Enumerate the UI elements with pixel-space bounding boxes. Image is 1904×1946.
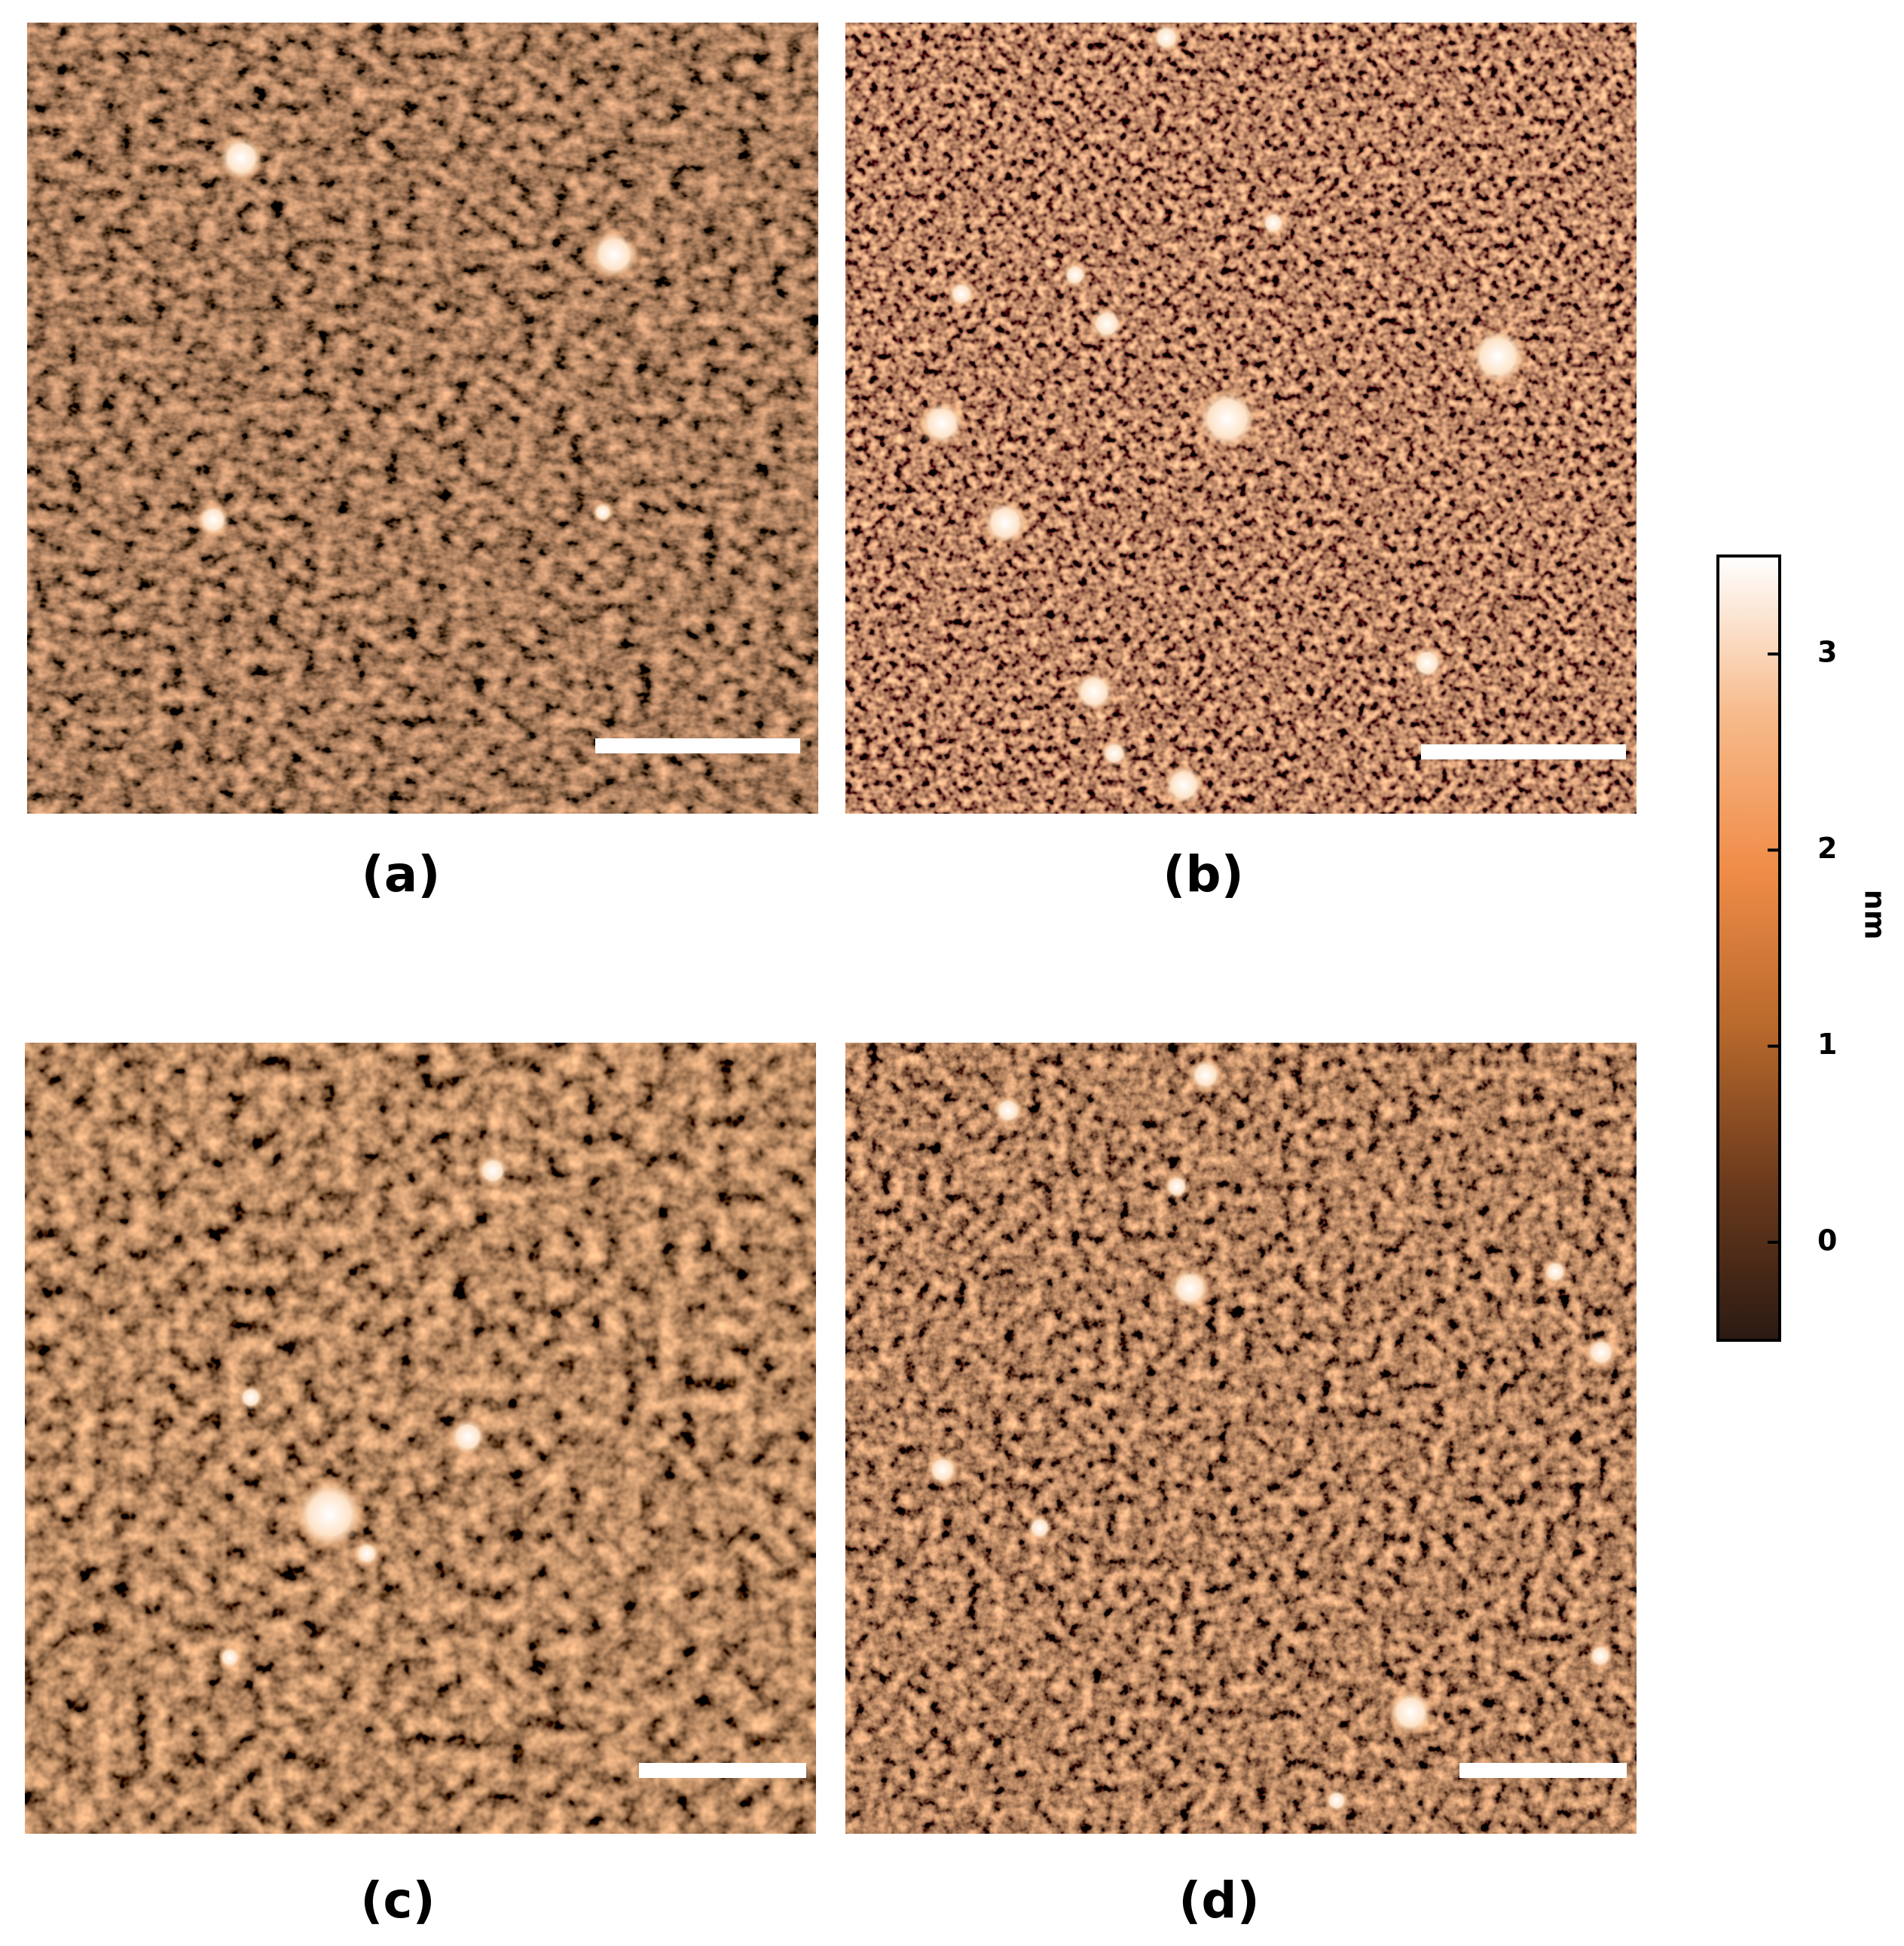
- scale-bar: [639, 1763, 806, 1778]
- panel-label: (b): [1163, 845, 1244, 903]
- colorbar-tick-label: 1: [1817, 1028, 1837, 1061]
- colorbar: [1716, 554, 1781, 1342]
- particle: [1542, 1258, 1569, 1285]
- colorbar-tick-label: 2: [1817, 832, 1837, 865]
- panels: [25, 22, 1637, 1834]
- particle: [980, 498, 1030, 548]
- panel-label: (c): [360, 1871, 435, 1929]
- particle: [195, 502, 231, 538]
- particle: [1584, 1335, 1618, 1370]
- particle: [1026, 1514, 1053, 1541]
- panel-label: (a): [362, 845, 441, 903]
- particle: [946, 279, 976, 309]
- colorbar-label: nm: [1859, 890, 1892, 940]
- particle: [1062, 261, 1089, 289]
- particle: [1163, 1173, 1190, 1200]
- colorbar-tick-label: 0: [1817, 1224, 1837, 1257]
- particle: [992, 1095, 1024, 1126]
- scale-bar: [1421, 744, 1626, 759]
- particle: [1151, 22, 1182, 53]
- particle: [216, 133, 266, 183]
- particle: [237, 1384, 264, 1411]
- particle: [448, 1416, 488, 1457]
- particle: [1409, 645, 1445, 681]
- particle: [1089, 306, 1125, 342]
- particle: [1193, 385, 1261, 453]
- particle: [1071, 669, 1117, 714]
- particle: [217, 1645, 243, 1670]
- panel-label: (d): [1178, 1871, 1260, 1929]
- particle: [1099, 738, 1129, 768]
- particle: [291, 1476, 368, 1553]
- scale-bar: [1459, 1763, 1627, 1778]
- particle: [925, 1453, 960, 1487]
- particle: [1587, 1642, 1614, 1670]
- particle: [591, 501, 614, 524]
- scale-bar: [595, 738, 800, 753]
- particle: [917, 399, 967, 448]
- particle: [587, 228, 641, 282]
- particle: [1167, 1266, 1212, 1311]
- particle: [353, 1540, 380, 1567]
- afm-image: [25, 1043, 816, 1834]
- colorbar-tick-label: 3: [1817, 636, 1837, 669]
- particle: [1324, 1788, 1349, 1813]
- particle: [475, 1153, 510, 1188]
- afm-image: [845, 1043, 1637, 1834]
- particle: [1466, 325, 1530, 388]
- particle: [1260, 209, 1287, 237]
- particle: [1161, 762, 1206, 808]
- afm-image: [27, 23, 818, 814]
- particle: [1187, 1057, 1224, 1093]
- particle: [1386, 1688, 1435, 1737]
